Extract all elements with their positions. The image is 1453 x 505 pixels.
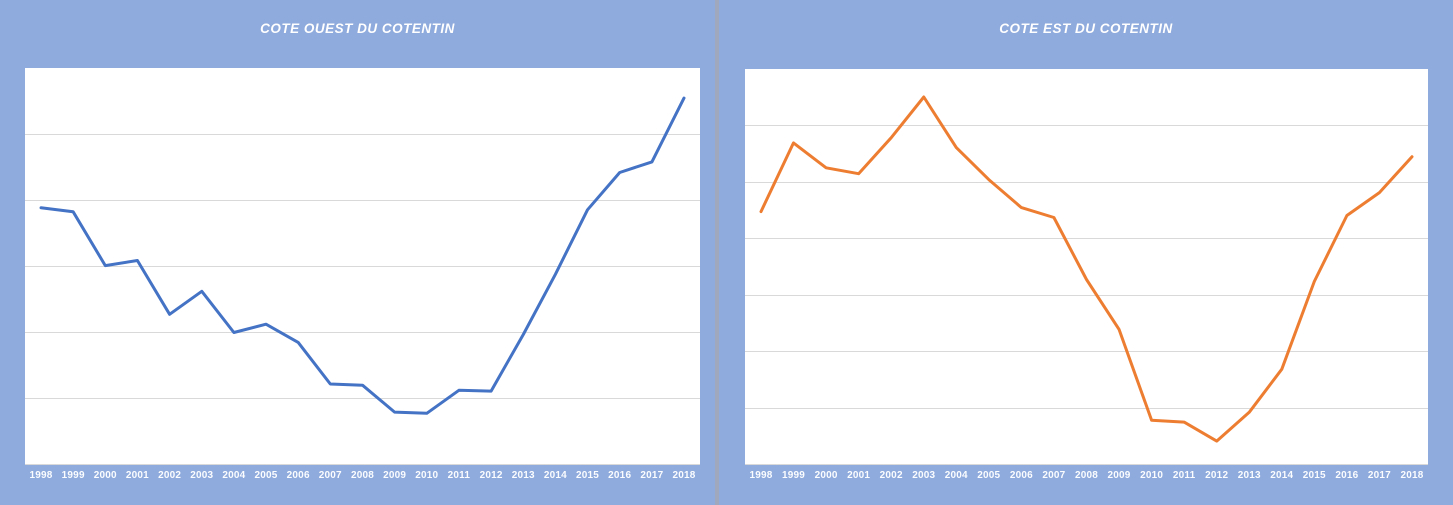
x-axis-label: 1998 <box>749 470 773 481</box>
x-axis-label: 2017 <box>640 470 664 481</box>
x-axis-label: 2009 <box>383 470 407 481</box>
x-axis-label: 2007 <box>1042 470 1066 481</box>
x-axis-label: 2000 <box>93 470 117 481</box>
x-axis-label: 2006 <box>286 470 310 481</box>
chart-title-west: COTE OUEST DU COTENTIN <box>260 21 455 36</box>
gridline <box>745 181 1428 183</box>
line-series <box>759 95 1414 443</box>
x-axis-label: 2000 <box>814 470 838 481</box>
gridline <box>745 407 1428 409</box>
x-axis-label: 2018 <box>672 470 696 481</box>
x-axis-label: 2011 <box>1172 470 1196 481</box>
x-axis-label: 2018 <box>1400 470 1424 481</box>
x-axis-label: 2002 <box>158 470 182 481</box>
x-axis-label: 2017 <box>1367 470 1391 481</box>
x-axis-label: 2009 <box>1107 470 1131 481</box>
x-axis-label: 1999 <box>61 470 85 481</box>
x-axis-label: 2010 <box>1140 470 1164 481</box>
chart-panel-west: COTE OUEST DU COTENTIN 1998 1999 2000 2001 2… <box>0 0 715 505</box>
gridline <box>25 266 700 267</box>
x-axis-label: 2012 <box>1205 470 1229 481</box>
x-axis-label: 2011 <box>447 470 471 481</box>
gridline <box>745 125 1428 127</box>
x-axis-label: 1998 <box>29 470 53 481</box>
x-axis-label: 2008 <box>350 470 375 481</box>
x-axis-label: 2004 <box>222 470 246 481</box>
x-axis-label: 2016 <box>1335 470 1359 481</box>
x-axis-label: 2001 <box>125 470 149 481</box>
x-axis-label: 2016 <box>608 470 632 481</box>
x-axis: 1998 1999 2000 2001 2002 2003 2004 2005 2006 2007… <box>0 470 715 486</box>
x-axis-label: 2005 <box>254 470 278 481</box>
x-axis-label: 2013 <box>1237 470 1261 481</box>
gridline <box>25 134 700 135</box>
x-axis-label: 2008 <box>1074 470 1099 481</box>
line-series <box>39 96 686 415</box>
x-axis-label: 1999 <box>781 470 806 481</box>
plot-area <box>745 69 1428 465</box>
gridline <box>745 238 1428 240</box>
x-axis-label: 2013 <box>511 470 535 481</box>
gridline <box>25 200 700 201</box>
x-axis-label: 2004 <box>944 470 968 481</box>
x-axis-label: 2015 <box>1302 470 1326 481</box>
x-axis-label: 2006 <box>1009 470 1033 481</box>
x-axis-label: 2014 <box>543 470 567 481</box>
x-axis-label: 2002 <box>879 470 903 481</box>
x-axis-label: 2012 <box>479 470 503 481</box>
chart-title-east: COTE EST DU COTENTIN <box>999 21 1173 36</box>
gridline <box>745 294 1428 296</box>
x-axis: 1998 1999 2000 2001 2002 2003 2004 2005 2006 2007… <box>719 470 1453 486</box>
gridline <box>25 398 700 399</box>
x-axis-label: 2007 <box>318 470 342 481</box>
x-axis-label: 2010 <box>415 470 439 481</box>
plot-area <box>25 68 700 465</box>
x-axis-label: 2001 <box>847 470 871 481</box>
chart-panel-east: COTE EST DU COTENTIN 1998 1999 2000 2001 200… <box>719 0 1453 505</box>
x-axis-label: 2003 <box>190 470 214 481</box>
x-axis-label: 2003 <box>912 470 936 481</box>
gridline <box>745 351 1428 353</box>
x-axis-label: 2005 <box>977 470 1001 481</box>
x-axis-label: 2014 <box>1270 470 1294 481</box>
x-axis-label: 2015 <box>575 470 600 481</box>
gridline <box>25 332 700 333</box>
